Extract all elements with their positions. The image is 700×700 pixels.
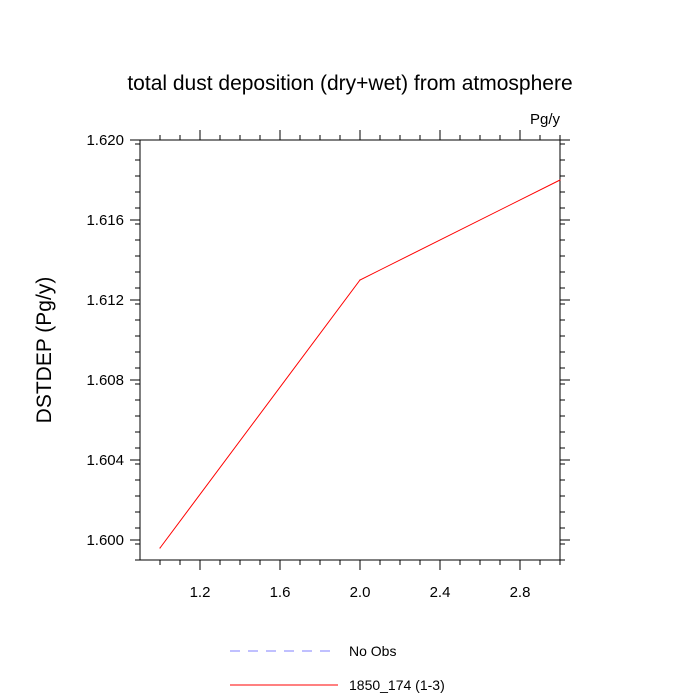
series-line <box>159 179 561 549</box>
data-point <box>359 279 361 281</box>
x-tick-label: 2.4 <box>430 584 451 601</box>
y-axis-label: DSTDEP (Pg/y) <box>33 277 56 424</box>
y-tick-label: 1.600 <box>86 532 124 549</box>
legend-label: 1850_174 (1-3) <box>349 677 445 693</box>
y-tick-label: 1.604 <box>86 452 124 469</box>
x-tick-label: 2.8 <box>510 584 531 601</box>
x-ticks-group: 1.2 1.6 2.0 2.4 2.8 <box>159 130 561 601</box>
units-label: Pg/y <box>530 111 561 128</box>
y-tick-label: 1.608 <box>86 372 124 389</box>
y-ticks-group: 1.600 1.604 1.608 1.612 1.616 1.620 <box>86 132 570 561</box>
x-tick-label: 1.2 <box>190 584 211 601</box>
legend-label: No Obs <box>349 643 396 659</box>
y-tick-label: 1.612 <box>86 292 124 309</box>
y-tick-label: 1.620 <box>86 132 124 149</box>
plot-frame-group <box>139 139 561 561</box>
chart-title: total dust deposition (dry+wet) from atm… <box>127 72 572 95</box>
y-tick-label: 1.616 <box>86 212 124 229</box>
data-point <box>159 547 161 549</box>
data-point <box>559 179 561 181</box>
x-tick-label: 1.6 <box>270 584 291 601</box>
legend: No Obs 1850_174 (1-3) <box>230 643 445 693</box>
x-tick-label: 2.0 <box>350 584 371 601</box>
series-group <box>159 179 561 549</box>
plot-frame <box>139 139 561 561</box>
